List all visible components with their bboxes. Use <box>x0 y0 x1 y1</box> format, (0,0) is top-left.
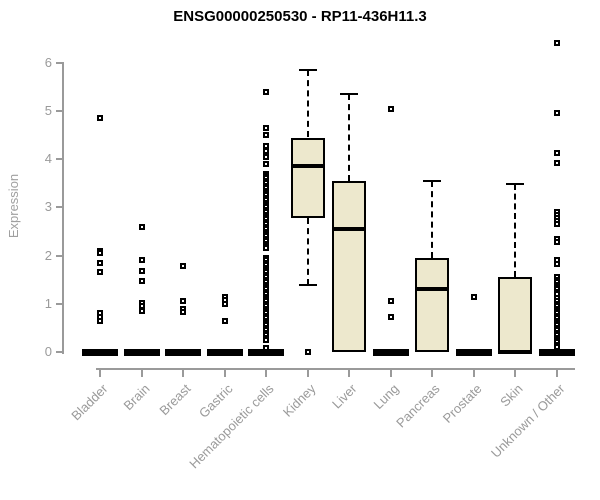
outlier-point <box>387 105 394 112</box>
y-axis-tick <box>56 110 62 112</box>
y-axis-tick-label: 3 <box>44 199 52 215</box>
upper-whisker-cap <box>423 179 441 182</box>
y-axis-tick-label: 4 <box>44 151 52 167</box>
y-axis-tick-label: 0 <box>44 344 52 359</box>
outlier-point <box>553 239 560 246</box>
outlier-point <box>387 314 394 321</box>
boxplot-flat-breast <box>165 349 201 356</box>
outlier-point <box>263 345 269 352</box>
boxplot-flat-bladder <box>82 349 118 356</box>
outlier-point <box>263 132 269 139</box>
y-axis-line <box>62 61 64 354</box>
y-axis-tick <box>56 206 62 209</box>
y-axis-tick <box>56 351 62 353</box>
x-axis-tick <box>555 370 558 377</box>
outlier-point <box>263 153 269 160</box>
outlier-point <box>553 261 560 268</box>
boxplot-box-pancreas <box>415 258 449 352</box>
lower-whisker <box>306 218 309 285</box>
x-axis-tick <box>306 370 309 377</box>
boxplot-box-skin <box>498 277 532 352</box>
outlier-point <box>138 277 145 284</box>
x-axis-tick <box>140 370 143 377</box>
x-axis-tick <box>389 370 392 377</box>
x-axis-tick <box>99 370 101 377</box>
y-axis-tick <box>56 254 62 257</box>
outlier-point <box>97 317 103 324</box>
outlier-point <box>553 39 560 46</box>
x-axis-tick <box>182 370 184 377</box>
y-axis-tick-label: 5 <box>44 103 52 118</box>
outlier-point <box>304 349 311 355</box>
boxplot-flat-hematopoietic-cells <box>248 349 284 356</box>
outlier-point <box>180 309 186 316</box>
outlier-point <box>138 257 145 264</box>
outlier-point <box>553 344 560 351</box>
chart-title: ENSG00000250530 - RP11-436H11.3 <box>173 8 427 25</box>
x-axis-tick <box>223 370 226 377</box>
outlier-point <box>180 298 186 305</box>
upper-whisker-cap <box>298 69 317 72</box>
y-axis-tick <box>56 158 62 161</box>
x-axis-tick <box>431 370 433 377</box>
upper-whisker <box>348 94 350 181</box>
y-axis-tick <box>56 61 62 64</box>
outlier-point <box>138 223 145 230</box>
y-axis-tick-label: 2 <box>44 247 52 263</box>
boxplot-flat-brain <box>123 349 160 356</box>
outlier-point <box>263 245 269 252</box>
boxplot-flat-unknown-other <box>538 349 575 356</box>
median-line <box>332 227 366 232</box>
boxplot-flat-prostate <box>455 349 492 356</box>
boxplot-box-kidney <box>290 137 325 218</box>
median-line <box>415 287 449 292</box>
boxplot-flat-gastric <box>206 349 243 356</box>
x-axis-tick <box>348 370 350 377</box>
outlier-point <box>553 110 560 117</box>
outlier-point <box>553 150 560 157</box>
outlier-point <box>470 293 477 300</box>
outlier-point <box>97 115 103 122</box>
outlier-point <box>553 160 560 167</box>
y-axis-tick-label: 6 <box>44 54 52 70</box>
upper-whisker <box>514 184 516 278</box>
outlier-point <box>97 259 103 266</box>
outlier-point <box>221 317 228 324</box>
boxplot-flat-lung <box>372 349 409 356</box>
boxplot-box-liver <box>332 180 366 352</box>
outlier-point <box>221 300 228 307</box>
median-line <box>498 350 532 354</box>
x-axis-tick <box>265 370 267 377</box>
outlier-point <box>263 161 269 168</box>
y-axis-tick <box>56 302 62 305</box>
outlier-point <box>97 250 103 257</box>
outlier-point <box>263 336 269 343</box>
upper-whisker <box>306 70 309 138</box>
outlier-point <box>263 124 269 131</box>
y-axis-tick-label: 1 <box>44 295 52 311</box>
outlier-point <box>553 220 560 227</box>
outlier-point <box>263 147 269 154</box>
lower-whisker-cap <box>298 283 317 286</box>
upper-whisker <box>431 180 433 258</box>
outlier-point <box>387 298 394 305</box>
outlier-point <box>263 88 269 95</box>
outlier-point <box>97 269 103 276</box>
upper-whisker-cap <box>506 183 524 186</box>
outlier-point <box>138 308 145 315</box>
outlier-point <box>138 268 145 275</box>
outlier-point <box>180 263 186 270</box>
x-axis-tick <box>472 370 475 377</box>
x-axis-tick <box>514 370 516 377</box>
median-line <box>290 164 325 169</box>
x-axis-line <box>96 368 575 370</box>
upper-whisker-cap <box>340 93 358 96</box>
